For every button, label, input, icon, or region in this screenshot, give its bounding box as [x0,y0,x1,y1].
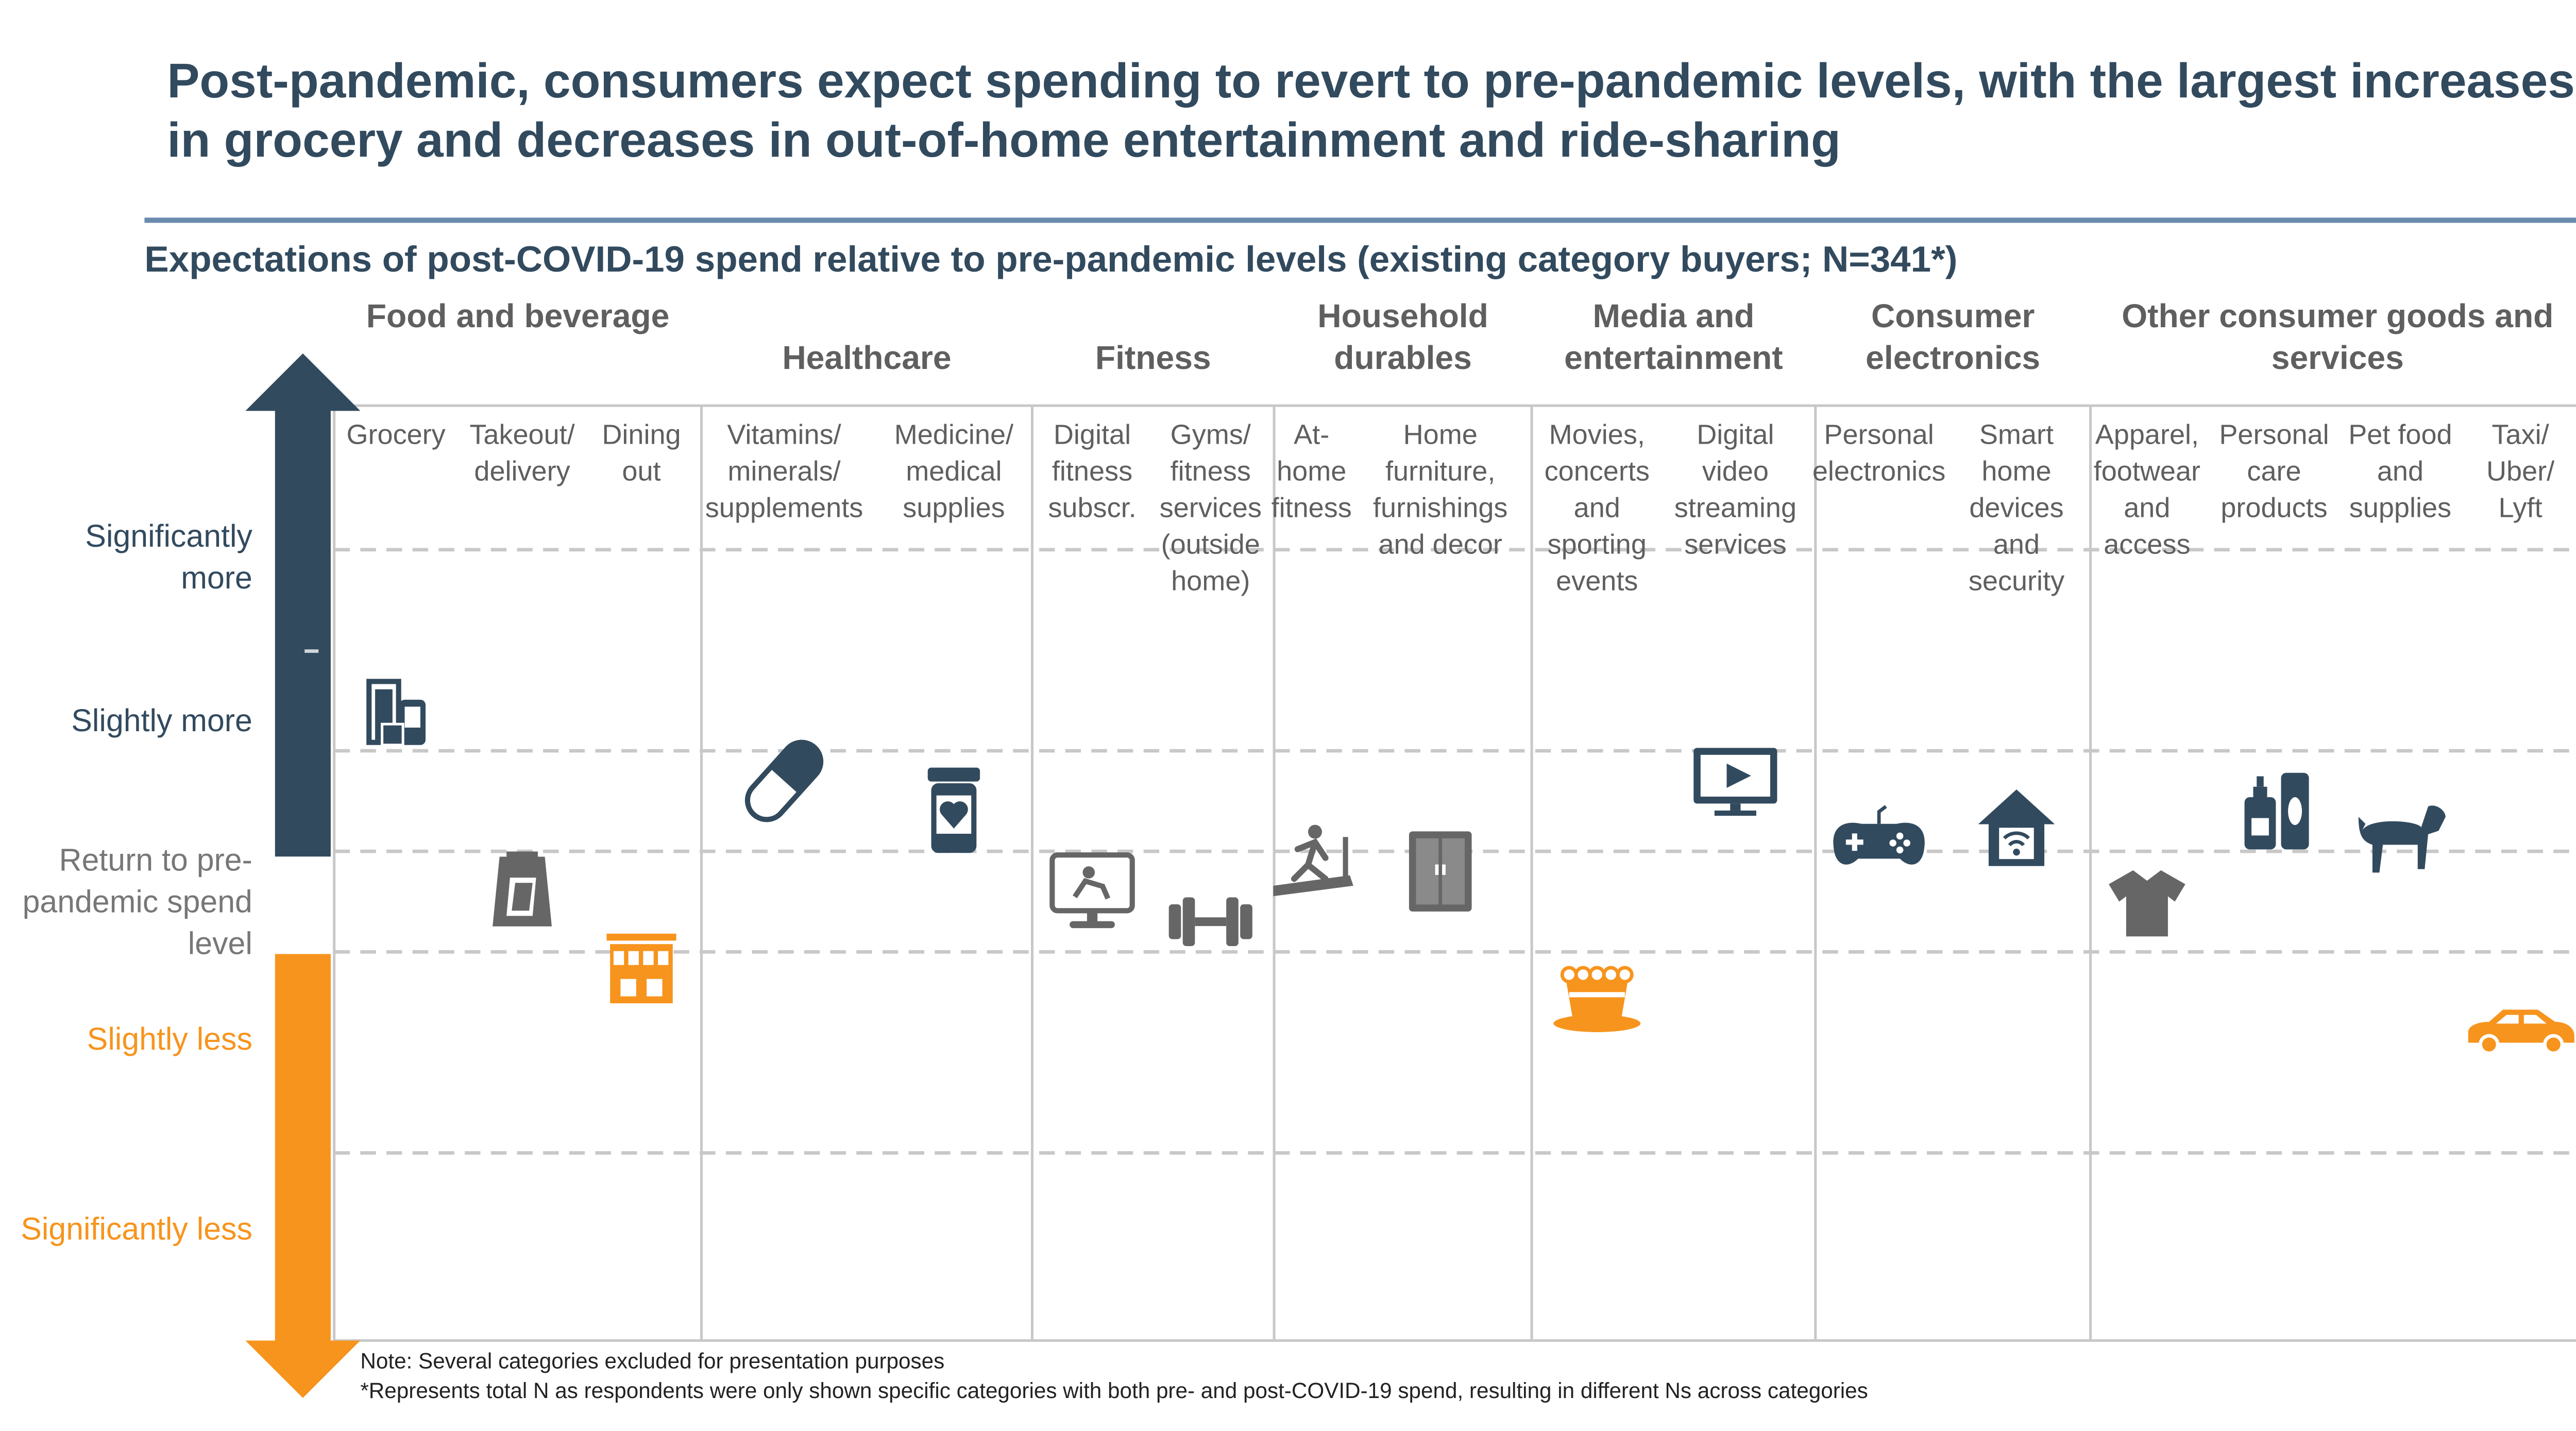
category-label: Taxi/ Uber/ Lyft [2486,421,2555,524]
category-label: Smart home devices and security [1968,421,2065,597]
more-arrow-icon [245,353,361,857]
y-level-label: Slightly less [87,1022,252,1057]
grocery-bag-icon [366,679,426,747]
popcorn-icon [1553,966,1641,1032]
storefront-icon [606,933,676,1004]
group-header: Household durables [1317,299,1488,378]
car-icon [2468,1009,2574,1055]
wardrobe-icon [1409,831,1472,912]
grid-layer [333,404,2576,1342]
treadmill-icon [1273,824,1353,897]
y-level-label: Significantly less [21,1211,252,1247]
slide-title: Post-pandemic, consumers expect spending… [167,54,2575,167]
y-level-label: Significantly more [85,518,252,596]
y-level-label: Slightly more [71,703,252,738]
category-label: Movies, concerts and sporting events [1544,421,1650,597]
category-label: Home furniture, furnishings and decor [1373,421,1508,561]
gamepad-icon [1833,805,1925,865]
tshirt-icon [2109,870,2185,937]
category-label: Dining out [602,421,681,487]
dumbbell-icon [1168,897,1252,946]
category-label: Digital video streaming services [1674,421,1797,561]
axis-arrows [245,353,361,1398]
exercise-monitor-icon [1049,852,1135,929]
group-header: Fitness [1095,341,1211,378]
category-label: Digital fitness subscr. [1048,421,1137,524]
category-label: Personal care products [2219,421,2329,524]
dog-icon [2358,805,2446,873]
chart-frame [333,404,2576,1342]
category-label: Personal electronics [1812,421,1946,487]
category-label: At-home fitness [1271,421,1352,524]
group-header: Food and beverage [366,299,670,336]
group-header: Consumer electronics [1866,299,2041,378]
takeout-bag-icon [493,851,552,927]
category-label: Vitamins/ minerals/ supplements [705,421,863,524]
category-label: Grocery [346,421,446,451]
video-screen-icon [1693,748,1777,816]
chart-subtitle: Expectations of post-COVID-19 spend rela… [144,240,1958,280]
smart-home-icon [1978,789,2055,866]
pill-capsule-icon [744,739,824,822]
medicine-bottle-icon [927,767,980,853]
footnote-2: *Represents total N as respondents were … [360,1378,1868,1404]
y-level-label: Return to pre-pandemic spend level [22,843,252,961]
category-label: Gyms/ fitness services (outside home) [1159,421,1262,597]
title-divider [144,217,2576,223]
group-header: Other consumer goods and services [2122,299,2554,378]
footnote-1: Note: Several categories excluded for pr… [360,1349,945,1374]
category-label: Apparel, footwear and access [2093,421,2201,561]
category-label: Takeout/ delivery [469,421,575,487]
group-header: Healthcare [782,341,952,378]
axis-tick [304,649,319,653]
category-label: Pet food and supplies [2348,421,2452,524]
group-header: Media and entertainment [1564,299,1783,378]
less-arrow-icon [245,954,361,1398]
icon-layer [366,679,2574,1055]
category-label: Medicine/ medical supplies [894,421,1014,524]
lotion-bottles-icon [2244,772,2309,850]
